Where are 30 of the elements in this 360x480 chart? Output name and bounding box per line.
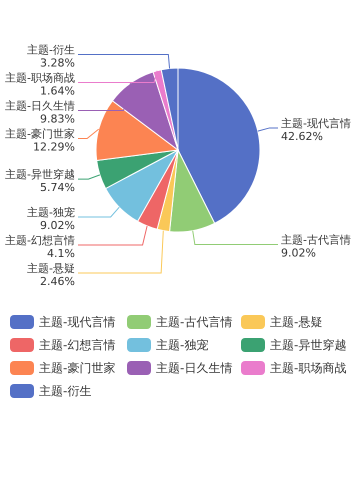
legend-label: 主题-幻想言情	[39, 338, 116, 352]
slice-label: 主题-古代言情	[281, 233, 351, 246]
data-label: 5.74%	[40, 181, 75, 194]
legend-label: 主题-古代言情	[156, 315, 232, 329]
data-label: 9.83%	[40, 112, 75, 126]
data-label: 12.29%	[33, 140, 75, 154]
data-label: 9.02%	[281, 246, 316, 260]
slice-label: 主题-衍生	[27, 44, 75, 57]
data-label: 4.1%	[47, 246, 75, 260]
slice-label: 主题-职场商战	[5, 72, 75, 85]
slice-label: 主题-幻想言情	[5, 234, 75, 247]
slice-label: 主题-现代言情	[281, 116, 351, 130]
legend-label: 主题-职场商战	[270, 361, 346, 375]
legend-label: 主题-日久生情	[156, 361, 232, 375]
legend-label: 主题-现代言情	[39, 315, 116, 329]
legend-label: 主题-异世穿越	[270, 338, 346, 352]
data-label: 42.62%	[281, 130, 323, 143]
slice-label: 主题-悬疑	[27, 262, 75, 275]
legend-label: 主题-悬疑	[270, 315, 322, 329]
data-label: 9.02%	[40, 218, 75, 232]
data-label: 1.64%	[40, 84, 75, 98]
legend-label: 主题-豪门世家	[39, 361, 116, 375]
slice-label: 主题-日久生情	[5, 100, 75, 113]
data-label: 2.46%	[40, 274, 75, 288]
legend-label: 主题-衍生	[39, 384, 92, 398]
slice-label: 主题-异世穿越	[5, 168, 75, 182]
legend-label: 主题-独宠	[156, 338, 208, 352]
slice-label: 主题-独宠	[27, 206, 75, 219]
data-label: 3.28%	[40, 56, 75, 70]
slice-label: 主题-豪门世家	[5, 128, 75, 141]
